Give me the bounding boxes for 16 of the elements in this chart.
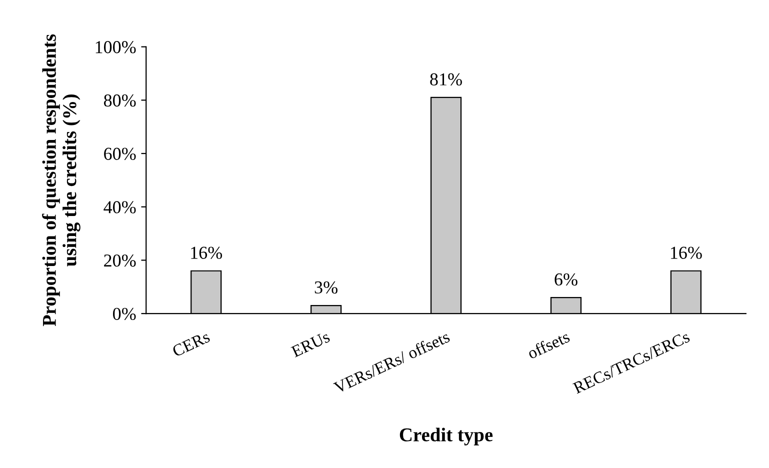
x-tick-label: CERs <box>172 330 210 358</box>
x-tick-label: offsets <box>526 330 570 360</box>
y-tick-label: 80% <box>104 94 136 107</box>
data-label: 16% <box>191 246 222 259</box>
y-tick-label: 0% <box>113 308 136 320</box>
data-label: 81% <box>430 73 462 86</box>
y-axis-title: Proportion of question respondents using the credits (%) <box>42 34 80 326</box>
data-label: 3% <box>314 281 338 294</box>
y-tick-label: 40% <box>104 201 136 214</box>
y-tick-label: 60% <box>104 148 136 160</box>
x-tick-label: ERUs <box>290 331 330 358</box>
y-tick-label: 20% <box>104 254 136 267</box>
y-tick-label: 100% <box>96 41 136 54</box>
x-axis-title: Credit type <box>400 428 493 446</box>
data-label: 6% <box>554 273 578 286</box>
data-label: 16% <box>670 246 702 259</box>
